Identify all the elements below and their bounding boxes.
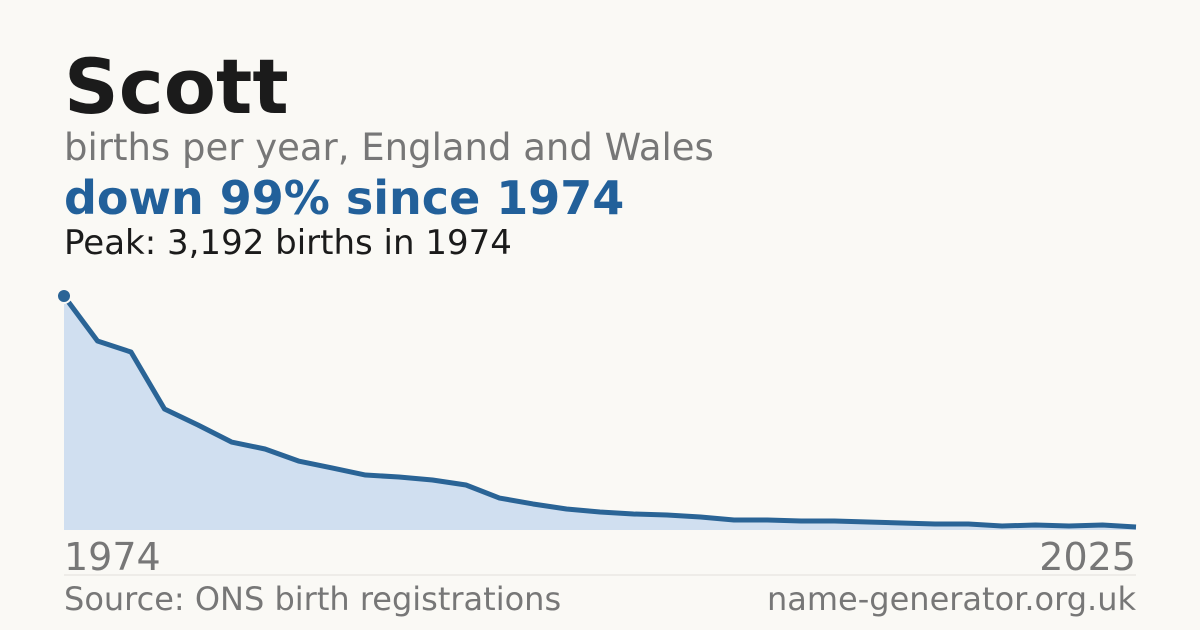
peak-annotation: Peak: 3,192 births in 1974 (64, 223, 512, 263)
peak-marker (56, 288, 72, 304)
source: Source: ONS birth registrations (64, 580, 561, 618)
x-tick-label: 2025 (1039, 535, 1136, 579)
subtitle: births per year, England and Wales (64, 126, 714, 169)
x-tick-label: 1974 (64, 535, 161, 579)
site: name-generator.org.uk (767, 580, 1136, 618)
line (61, 294, 1137, 530)
title: Scott (64, 42, 289, 131)
area-fill (64, 296, 1136, 530)
headline: down 99% since 1974 (64, 171, 624, 225)
